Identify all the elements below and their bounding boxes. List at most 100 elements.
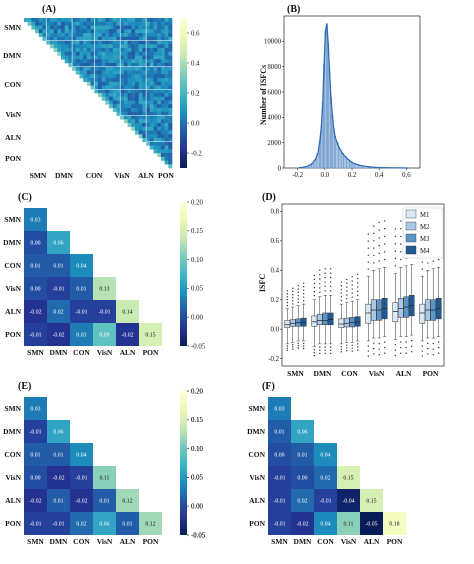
heatmap-cell (164, 138, 169, 143)
heatmap-cell (168, 141, 173, 146)
heatmap-cell (314, 489, 337, 512)
histogram-bar (340, 153, 345, 169)
outlier-point (383, 258, 386, 261)
heatmap-cell (123, 115, 128, 120)
heatmap-cell (112, 63, 117, 68)
heatmap-cell (70, 443, 93, 466)
heatmap-cell (35, 21, 40, 26)
heatmap-cell (160, 119, 165, 124)
box-body (392, 302, 399, 323)
heatmap-cell (86, 55, 91, 60)
heatmap-cell (101, 89, 106, 94)
heatmap-cell (94, 21, 99, 26)
outlier-point (340, 351, 343, 353)
heatmap-cell (142, 51, 147, 56)
heatmap-cell (149, 123, 154, 128)
heatmap-cell (24, 420, 47, 443)
heatmap-cell (42, 29, 47, 34)
outlier-point (394, 344, 397, 346)
heatmap-cell (90, 25, 95, 30)
heatmap-cell (149, 44, 154, 49)
heatmap-cell (153, 115, 158, 120)
heatmap-cell (101, 48, 106, 53)
heatmap-cell (46, 36, 51, 41)
heatmap-cell (109, 74, 114, 79)
outlier-point (319, 346, 321, 348)
colorbar-gradient (180, 202, 187, 346)
outlier-point (286, 290, 289, 292)
cell-value-label: 0.01 (122, 522, 132, 528)
heatmap-cell (120, 115, 125, 120)
heatmap-cell (157, 100, 162, 105)
heatmap-cell (146, 40, 151, 45)
x-tick-label: 0.0 (321, 172, 330, 179)
heatmap-cell (131, 51, 136, 56)
outlier-point (313, 294, 316, 297)
heatmap-cell (138, 33, 143, 38)
heatmap-cell (98, 70, 102, 75)
y-tick-label: 0.8 (271, 209, 280, 216)
heatmap-cell (164, 74, 169, 79)
outlier-point (383, 346, 386, 349)
heatmap-cell (157, 145, 162, 150)
outlier-point (378, 229, 380, 231)
heatmap-cell (123, 108, 128, 113)
heatmap-cell (35, 29, 40, 34)
cell-value-label: 0.02 (320, 476, 330, 482)
heatmap-cell (138, 70, 143, 75)
outlier-point (356, 294, 359, 297)
outlier-point (383, 243, 386, 245)
outlier-point (324, 281, 326, 283)
heatmap-cell (168, 123, 173, 128)
heatmap-cell (49, 29, 54, 34)
colorbar-tick-label: 0.2 (191, 90, 200, 97)
heatmap-cell (75, 70, 80, 75)
cell-value-label: 0.11 (344, 522, 354, 528)
heatmap-cell (83, 44, 88, 49)
heatmap-cell (42, 25, 47, 30)
heatmap-cell (168, 78, 173, 83)
outlier-point (373, 262, 375, 264)
outlier-point (378, 348, 380, 350)
heatmap-cell (116, 70, 121, 75)
heatmap-cell (90, 18, 95, 23)
heatmap-cell (98, 89, 102, 94)
heatmap-cell (160, 63, 165, 68)
heatmap-cell (94, 55, 99, 60)
heatmap-cell (127, 100, 132, 105)
heatmap-cell (98, 93, 102, 98)
heatmap-cell (153, 108, 158, 113)
heatmap-cell (94, 59, 99, 64)
heatmap-cell (72, 51, 77, 56)
heatmap-cell (109, 96, 114, 101)
heatmap-cell (131, 55, 136, 60)
heatmap-cell (131, 21, 136, 26)
outlier-point (367, 261, 370, 263)
outlier-point (313, 349, 316, 351)
heatmap-cell (86, 66, 91, 71)
heatmap-cell (146, 44, 151, 49)
outlier-point (378, 221, 380, 224)
heatmap-cell (57, 51, 62, 56)
heatmap-cell (153, 96, 158, 101)
outlier-point (329, 272, 332, 274)
heatmap-cell (153, 29, 158, 34)
heatmap-cell (98, 40, 102, 45)
outlier-point (329, 285, 332, 288)
heatmap-cell (90, 51, 95, 56)
cell-value-label: 0.01 (53, 453, 63, 459)
heatmap-cell (149, 40, 154, 45)
heatmap-cell (53, 18, 58, 23)
heatmap-cell (109, 63, 114, 68)
outlier-point (329, 352, 332, 355)
outlier-point (400, 341, 402, 343)
heatmap-cell (146, 85, 151, 90)
heatmap-cell (90, 74, 95, 79)
heatmap-cell (127, 85, 132, 90)
heatmap-cell (153, 44, 158, 49)
heatmap-cell (109, 44, 114, 49)
heatmap-cell (135, 33, 139, 38)
heatmap-cell (105, 66, 110, 71)
panel-label-c: (C) (18, 192, 32, 203)
heatmap-cell (142, 126, 147, 131)
